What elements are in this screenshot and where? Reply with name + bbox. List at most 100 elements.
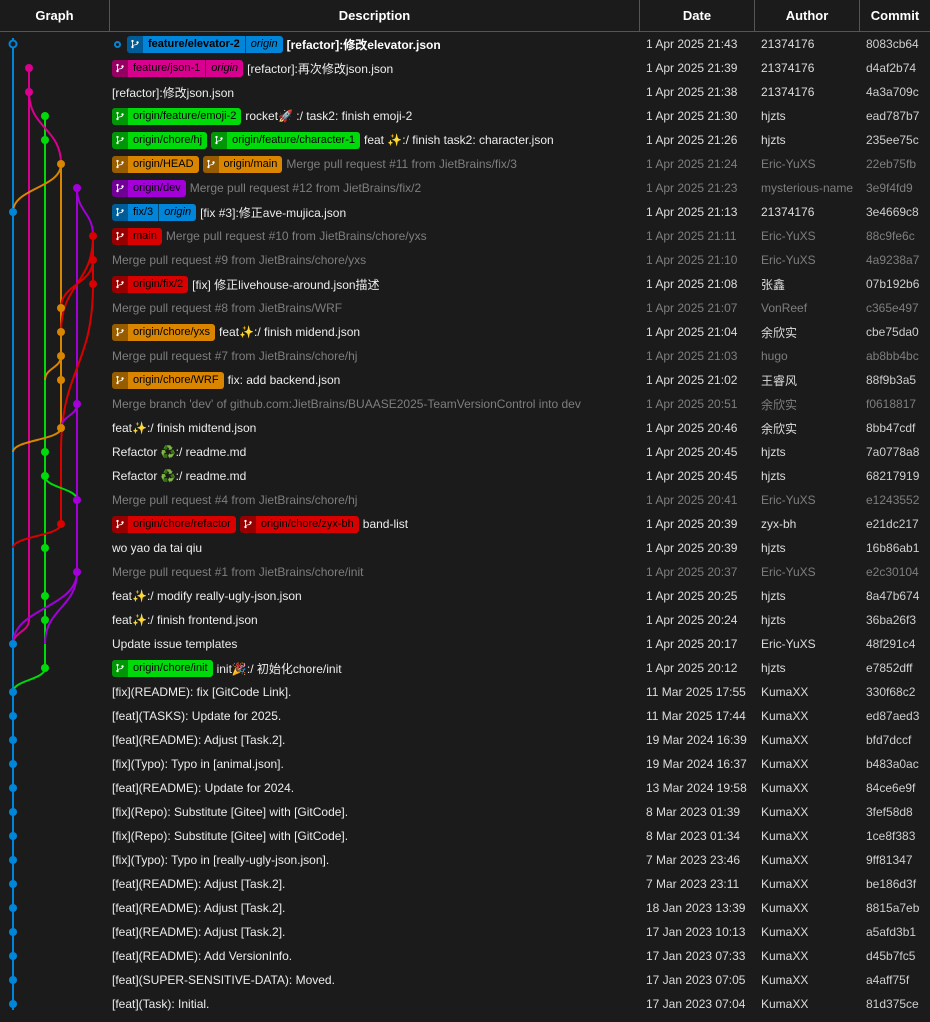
commit-row[interactable]: [feat](README): Adjust [Task.2]. 19 Mar 2… xyxy=(0,728,930,752)
git-branch-icon xyxy=(112,371,128,389)
branch-badge[interactable]: origin/feature/character-1 xyxy=(211,131,360,149)
commit-row[interactable]: [refactor]:修改json.json 1 Apr 2025 21:38 21… xyxy=(0,80,930,104)
commit-row[interactable]: Refactor ♻️:/ readme.md 1 Apr 2025 20:45 h… xyxy=(0,464,930,488)
commit-row[interactable]: origin/dev Merge pull request #12 from Ji… xyxy=(0,176,930,200)
commit-row[interactable]: [feat](README): Adjust [Task.2]. 17 Jan 2… xyxy=(0,920,930,944)
commit-row[interactable]: origin/fix/2 [fix] 修正livehouse-around.jso… xyxy=(0,272,930,296)
commit-row[interactable]: origin/chore/yxs feat✨:/ finish midend.js… xyxy=(0,320,930,344)
commit-row[interactable]: [fix](Typo): Typo in [really-ugly-json.j… xyxy=(0,848,930,872)
commit-row[interactable]: origin/chore/init init🎉:/ 初始化chore/init 1 … xyxy=(0,656,930,680)
commit-description: feat✨:/ finish frontend.json xyxy=(110,613,640,627)
commit-row[interactable]: origin/chore/WRF fix: add backend.json 1 A… xyxy=(0,368,930,392)
commit-row[interactable]: Merge pull request #4 from JietBrains/ch… xyxy=(0,488,930,512)
commit-hash: 4a9238a7 xyxy=(866,253,920,267)
commit-hash: 3e4669c8 xyxy=(866,205,919,219)
branch-badge[interactable]: origin/dev xyxy=(112,179,186,197)
branch-badge[interactable]: feature/elevator-2 origin xyxy=(127,35,283,53)
commit-row[interactable]: feat✨:/ finish frontend.json 1 Apr 2025 2… xyxy=(0,608,930,632)
commit-row[interactable]: Merge branch 'dev' of github.com:JietBra… xyxy=(0,392,930,416)
commit-row[interactable]: [fix](Repo): Substitute [Gitee] with [Gi… xyxy=(0,824,930,848)
commit-row[interactable]: wo yao da tai qiu 1 Apr 2025 20:39 hjzts 16… xyxy=(0,536,930,560)
git-branch-icon xyxy=(112,515,128,533)
branch-badge[interactable]: fix/3 origin xyxy=(112,203,197,221)
commit-hash: 84ce6e9f xyxy=(866,781,916,795)
commit-hash: be186d3f xyxy=(866,877,917,891)
commit-description: [fix](Typo): Typo in [really-ugly-json.j… xyxy=(110,853,640,867)
commit-row[interactable]: [fix](Repo): Substitute [Gitee] with [Gi… xyxy=(0,800,930,824)
commit-date: 1 Apr 2025 20:37 xyxy=(646,565,738,579)
commit-row[interactable]: Merge pull request #9 from JietBrains/ch… xyxy=(0,248,930,272)
branch-badge[interactable]: origin/chore/refactor xyxy=(112,515,236,533)
commit-author: KumaXX xyxy=(761,877,809,891)
commit-row[interactable]: origin/chore/refactor origin/chore/zyx-bh… xyxy=(0,512,930,536)
commit-message: [refactor]:修改elevator.json xyxy=(286,37,441,52)
commit-row[interactable]: Refactor ♻️:/ readme.md 1 Apr 2025 20:45 h… xyxy=(0,440,930,464)
commit-message: [feat](Task): Initial. xyxy=(112,997,210,1011)
branch-badge[interactable]: origin/HEAD xyxy=(112,155,199,173)
commit-row[interactable]: [fix](README): fix [GitCode Link]. 11 Mar… xyxy=(0,680,930,704)
commit-message: [feat](README): Adjust [Task.2]. xyxy=(112,925,286,939)
commit-date: 1 Apr 2025 20:45 xyxy=(646,445,738,459)
commit-row[interactable]: origin/HEAD origin/main Merge pull request… xyxy=(0,152,930,176)
commit-row[interactable]: feat✨:/ modify really-ugly-json.json 1 Ap… xyxy=(0,584,930,608)
commit-hash: 36ba26f3 xyxy=(866,613,917,627)
commit-date: 1 Apr 2025 20:12 xyxy=(646,661,738,675)
commit-row[interactable]: Merge pull request #7 from JietBrains/ch… xyxy=(0,344,930,368)
commit-hash: d4af2b74 xyxy=(866,61,917,75)
commit-description: feat✨:/ modify really-ugly-json.json xyxy=(110,589,640,603)
commit-description: [feat](README): Add VersionInfo. xyxy=(110,949,640,963)
commit-row[interactable]: origin/feature/emoji-2 rocket🚀 :/ task2: … xyxy=(0,104,930,128)
commit-message: Refactor ♻️:/ readme.md xyxy=(112,445,247,459)
commit-row[interactable]: Merge pull request #8 from JietBrains/WR… xyxy=(0,296,930,320)
commit-date: 1 Apr 2025 21:11 xyxy=(646,229,737,243)
branch-badge[interactable]: main xyxy=(112,227,162,245)
branch-badge[interactable]: origin/chore/init xyxy=(112,659,213,677)
commit-message: rocket🚀 :/ task2: finish emoji-2 xyxy=(245,109,413,123)
commit-author: Eric-YuXS xyxy=(761,637,816,651)
commit-author: KumaXX xyxy=(761,709,809,723)
commit-author: zyx-bh xyxy=(761,517,797,531)
branch-badge[interactable]: origin/fix/2 xyxy=(112,275,189,293)
commit-row[interactable]: origin/chore/hj origin/feature/character-… xyxy=(0,128,930,152)
branch-badge[interactable]: origin/chore/WRF xyxy=(112,371,224,389)
commit-row[interactable]: [feat](README): Add VersionInfo. 17 Jan 2… xyxy=(0,944,930,968)
commit-description: fix/3 origin [fix #3]:修正ave-mujica.json xyxy=(110,203,640,221)
commit-description: Update issue templates xyxy=(110,637,640,651)
commit-graph[interactable] xyxy=(0,0,110,1022)
commit-author: KumaXX xyxy=(761,925,809,939)
commit-row[interactable]: [feat](README): Adjust [Task.2]. 18 Jan 2… xyxy=(0,896,930,920)
commit-message: Merge pull request #7 from JietBrains/ch… xyxy=(112,349,358,363)
commit-row[interactable]: feature/elevator-2 origin [refactor]:修改ele… xyxy=(0,32,930,56)
commit-row[interactable]: fix/3 origin [fix #3]:修正ave-mujica.json 1 A… xyxy=(0,200,930,224)
branch-badge[interactable]: feature/json-1 origin xyxy=(112,59,244,77)
branch-badge[interactable]: origin/feature/emoji-2 xyxy=(112,107,242,125)
branch-name-label: origin/chore/refactor xyxy=(133,517,231,530)
commit-date: 18 Jan 2023 13:39 xyxy=(646,901,746,915)
commit-author: hjzts xyxy=(761,469,786,483)
commit-author: VonReef xyxy=(761,301,808,315)
branch-name-label: origin/HEAD xyxy=(133,157,194,170)
branch-name-label: origin/fix/2 xyxy=(133,277,184,290)
remote-name-label: origin xyxy=(244,35,283,53)
commit-row[interactable]: Merge pull request #1 from JietBrains/ch… xyxy=(0,560,930,584)
commit-row[interactable]: [feat](README): Update for 2024. 13 Mar 2… xyxy=(0,776,930,800)
branch-badge[interactable]: origin/chore/zyx-bh xyxy=(239,515,359,533)
branch-badge[interactable]: origin/chore/hj xyxy=(112,131,208,149)
commit-author: Eric-YuXS xyxy=(761,565,816,579)
commit-row[interactable]: feat✨:/ finish midtend.json 1 Apr 2025 20… xyxy=(0,416,930,440)
commit-author: KumaXX xyxy=(761,805,809,819)
commit-row[interactable]: Update issue templates 1 Apr 2025 20:17 Er… xyxy=(0,632,930,656)
commit-row[interactable]: [feat](SUPER-SENSITIVE-DATA): Moved. 17 J… xyxy=(0,968,930,992)
commit-row[interactable]: [feat](Task): Initial. 17 Jan 2023 07:04 K… xyxy=(0,992,930,1016)
commit-hash: 81d375ce xyxy=(866,997,919,1011)
commit-row[interactable]: main Merge pull request #10 from JietBrai… xyxy=(0,224,930,248)
commit-date: 1 Apr 2025 20:51 xyxy=(646,397,738,411)
branch-badge[interactable]: origin/chore/yxs xyxy=(112,323,216,341)
commit-row[interactable]: [fix](Typo): Typo in [animal.json]. 19 Ma… xyxy=(0,752,930,776)
commit-row[interactable]: [feat](README): Adjust [Task.2]. 7 Mar 20… xyxy=(0,872,930,896)
commit-row[interactable]: [feat](TASKS): Update for 2025. 11 Mar 20… xyxy=(0,704,930,728)
commit-date: 13 Mar 2024 19:58 xyxy=(646,781,747,795)
commit-row[interactable]: feature/json-1 origin [refactor]:再次修改json.… xyxy=(0,56,930,80)
commit-date: 7 Mar 2023 23:11 xyxy=(646,877,740,891)
branch-badge[interactable]: origin/main xyxy=(202,155,283,173)
